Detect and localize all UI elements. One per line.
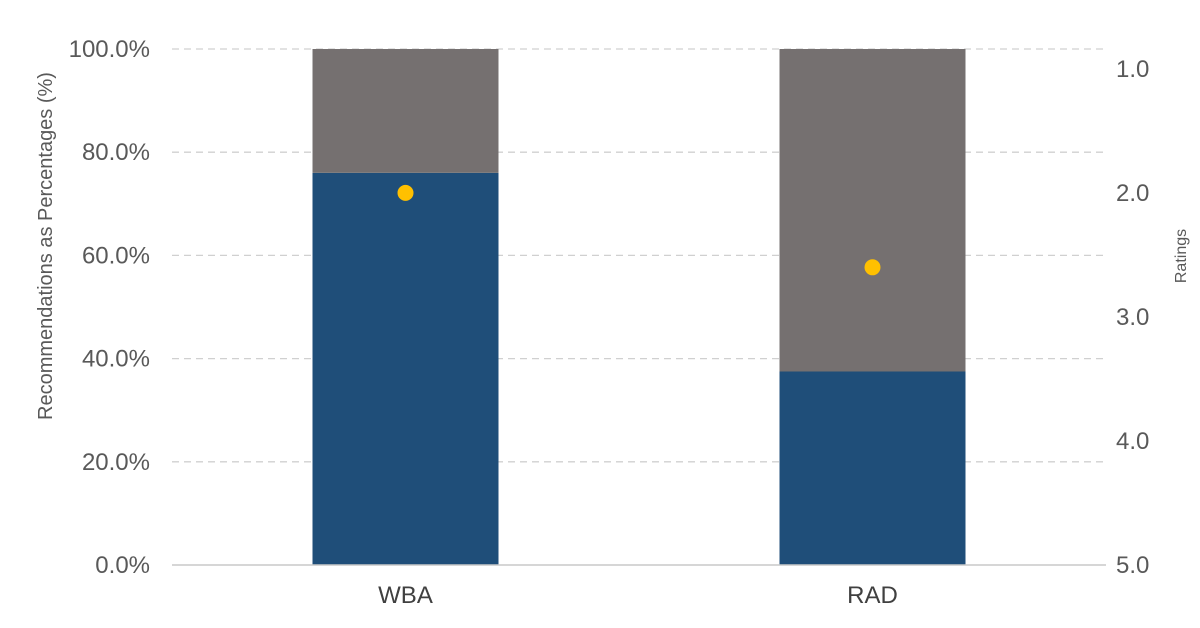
bars (312, 49, 966, 565)
y2-tick-label: 3.0 (1116, 304, 1149, 331)
x-axis-categories: WBA RAD (378, 582, 898, 609)
gridlines (172, 48, 1106, 463)
secondary-y-axis-ticks: 1.0 2.0 3.0 4.0 5.0 (1116, 56, 1149, 579)
y2-tick-label: 2.0 (1116, 180, 1149, 207)
secondary-y-axis-label: Ratings (1173, 229, 1190, 283)
y-axis-label: Recommendations as Percentages (%) (35, 72, 57, 420)
rating-point (864, 259, 881, 276)
y-tick-label: 40.0% (82, 346, 150, 373)
y-tick-label: 0.0% (95, 552, 150, 579)
x-category-label: WBA (378, 582, 433, 609)
y2-tick-label: 1.0 (1116, 56, 1149, 83)
y-axis-ticks: 0.0% 20.0% 40.0% 60.0% 80.0% 100.0% (69, 36, 150, 579)
y2-tick-label: 4.0 (1116, 428, 1149, 455)
y2-tick-label: 5.0 (1116, 552, 1149, 579)
y-tick-label: 60.0% (82, 242, 150, 269)
bar-segment (779, 371, 966, 565)
bar-segment (312, 49, 499, 173)
bar-segment (779, 49, 966, 372)
rating-point (397, 184, 414, 201)
y-tick-label: 100.0% (69, 36, 150, 63)
y-tick-label: 20.0% (82, 449, 150, 476)
rating-markers (397, 184, 881, 276)
x-category-label: RAD (847, 582, 898, 609)
y-tick-label: 80.0% (82, 139, 150, 166)
bar-segment (312, 172, 499, 565)
